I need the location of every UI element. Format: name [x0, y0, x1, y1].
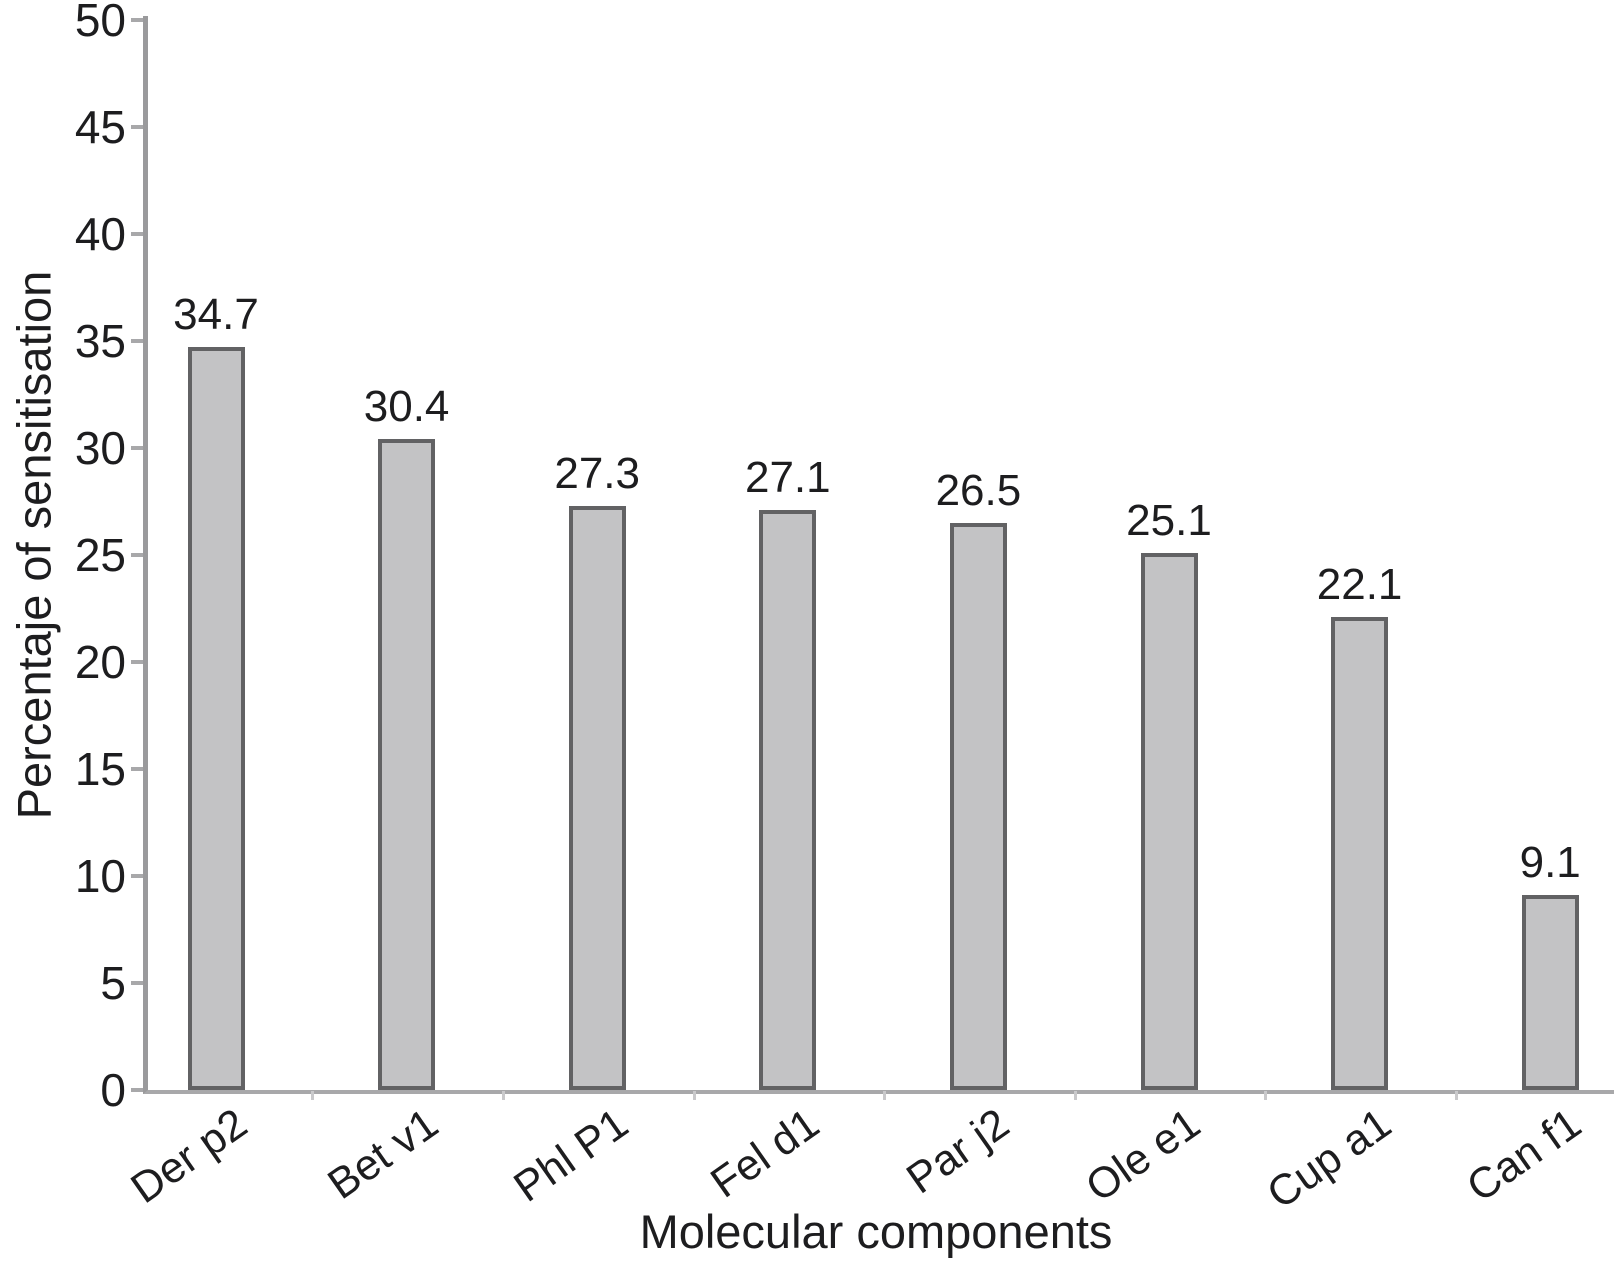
- x-boundary-tick: [501, 1091, 505, 1100]
- y-tick-mark: [131, 232, 143, 236]
- y-tick-label: 50: [74, 0, 126, 46]
- plot-area: [143, 16, 1614, 1094]
- bar: [759, 510, 817, 1090]
- y-tick-label: 30: [74, 422, 126, 474]
- y-tick-mark: [131, 1088, 143, 1092]
- y-tick-label: 20: [74, 636, 126, 688]
- bar: [378, 439, 436, 1090]
- y-tick-label: 25: [74, 529, 126, 581]
- bar: [949, 522, 1007, 1090]
- x-boundary-tick: [311, 1091, 315, 1100]
- y-tick-label: 5: [100, 957, 126, 1009]
- y-tick-mark: [131, 553, 143, 557]
- x-boundary-tick: [883, 1091, 887, 1100]
- x-boundary-tick: [1454, 1091, 1458, 1100]
- y-tick-mark: [131, 18, 143, 22]
- y-tick-label: 45: [74, 101, 126, 153]
- y-tick-mark: [131, 125, 143, 129]
- y-tick-mark: [131, 339, 143, 343]
- y-tick-label: 15: [74, 743, 126, 795]
- x-boundary-tick: [1264, 1091, 1268, 1100]
- bar-value-label: 30.4: [363, 382, 450, 432]
- bar-value-label: 26.5: [935, 465, 1022, 515]
- bar-value-label: 22.1: [1316, 560, 1403, 610]
- bar: [187, 347, 245, 1090]
- bar-value-label: 27.3: [554, 448, 640, 498]
- bar: [568, 505, 626, 1090]
- y-tick-mark: [131, 874, 143, 878]
- bar-value-label: 27.1: [744, 453, 831, 503]
- bar-value-label: 9.1: [1519, 838, 1581, 888]
- bar-value-label: 25.1: [1126, 495, 1212, 545]
- bar: [1331, 617, 1389, 1090]
- bar: [1521, 895, 1579, 1090]
- x-boundary-tick: [1073, 1091, 1077, 1100]
- y-tick-mark: [131, 767, 143, 771]
- y-tick-label: 0: [100, 1064, 126, 1116]
- y-tick-label: 40: [74, 208, 126, 260]
- y-tick-label: 35: [74, 315, 126, 367]
- bar-value-label: 34.7: [173, 290, 259, 340]
- y-tick-label: 10: [74, 850, 126, 902]
- x-boundary-tick: [692, 1091, 696, 1100]
- y-tick-mark: [131, 981, 143, 985]
- y-tick-mark: [131, 446, 143, 450]
- y-tick-mark: [131, 660, 143, 664]
- x-axis-title: Molecular components: [639, 1205, 1113, 1258]
- bar: [1140, 552, 1198, 1090]
